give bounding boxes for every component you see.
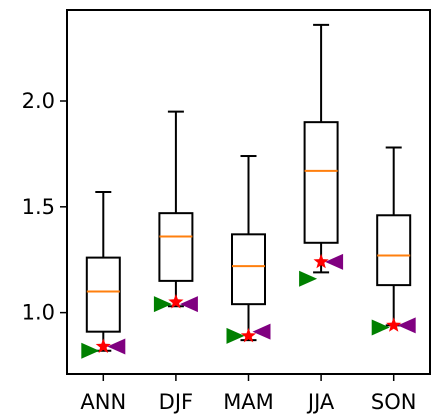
x-tick-label: SON bbox=[371, 390, 417, 414]
green-triangle-marker bbox=[226, 327, 245, 344]
green-triangle-marker bbox=[299, 270, 318, 287]
red-star-marker bbox=[168, 294, 184, 309]
y-tick-label: 1.5 bbox=[22, 195, 55, 219]
purple-triangle-marker bbox=[107, 338, 126, 355]
plot-area bbox=[81, 23, 416, 359]
box-iqr bbox=[85, 256, 121, 333]
axis-ticks: 1.0 1.5 2.0 ANN DJF MAM JJA SON bbox=[22, 89, 417, 414]
red-star-marker bbox=[95, 338, 111, 353]
box-iqr bbox=[376, 214, 412, 287]
green-triangle-marker bbox=[371, 319, 390, 336]
green-triangle-marker bbox=[81, 342, 100, 359]
purple-triangle-marker bbox=[252, 323, 271, 340]
red-star-marker bbox=[240, 327, 257, 343]
x-tick-label: ANN bbox=[80, 390, 126, 414]
box-iqr bbox=[158, 212, 194, 282]
box-iqr bbox=[231, 233, 266, 306]
y-tick-label: 2.0 bbox=[22, 89, 55, 113]
x-tick-label: JJA bbox=[306, 390, 335, 414]
red-star-marker bbox=[313, 253, 329, 269]
green-triangle-marker bbox=[153, 296, 172, 313]
purple-triangle-marker bbox=[325, 253, 344, 270]
x-tick-label: DJF bbox=[159, 390, 193, 414]
red-star-marker bbox=[386, 317, 402, 332]
box-iqr bbox=[303, 121, 339, 244]
y-tick-label: 1.0 bbox=[22, 301, 55, 325]
purple-triangle-marker bbox=[179, 296, 198, 313]
axes-frame bbox=[66, 9, 431, 375]
purple-triangle-marker bbox=[397, 317, 416, 334]
x-tick-label: MAM bbox=[223, 390, 274, 414]
